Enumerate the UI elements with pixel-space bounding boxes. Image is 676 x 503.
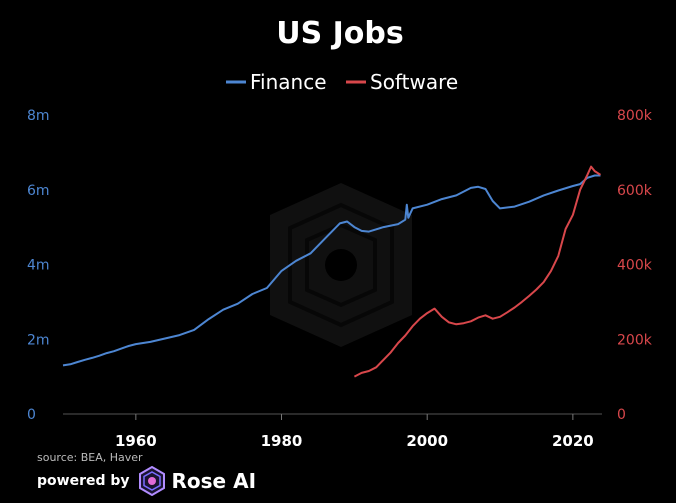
series-line-software <box>353 165 602 378</box>
y-left-tick-label: 4m <box>27 258 50 274</box>
legend-finance-label: Finance <box>250 70 327 94</box>
y-right-tick-label: 600k <box>617 183 653 199</box>
legend-software-label: Software <box>370 70 458 94</box>
y-left-tick-label: 6m <box>27 183 50 199</box>
x-tick-label: 1960 <box>115 432 157 450</box>
powered-by-label: powered by <box>37 473 130 489</box>
rose-ai-logo-icon <box>138 466 165 496</box>
x-tick-label: 2020 <box>552 432 594 450</box>
y-right-tick-label: 200k <box>617 332 653 348</box>
brand-name: Rose AI <box>171 469 257 493</box>
watermark-logo <box>270 183 412 347</box>
x-tick-label: 1980 <box>261 432 303 450</box>
legend: Finance Software <box>226 70 458 94</box>
y-left-tick-label: 0 <box>27 407 36 423</box>
series-line-finance <box>62 174 601 367</box>
y-right-tick-label: 0 <box>617 407 626 423</box>
x-tick-label: 2000 <box>406 432 448 450</box>
y-right-tick-label: 800k <box>617 108 653 124</box>
y-left-tick-label: 2m <box>27 332 50 348</box>
footer: powered by Rose AI <box>37 466 256 496</box>
chart-title: US Jobs <box>276 16 404 51</box>
y-left-tick-label: 8m <box>27 108 50 124</box>
y-right-tick-label: 400k <box>617 258 653 274</box>
source-note: source: BEA, Haver <box>37 451 143 464</box>
